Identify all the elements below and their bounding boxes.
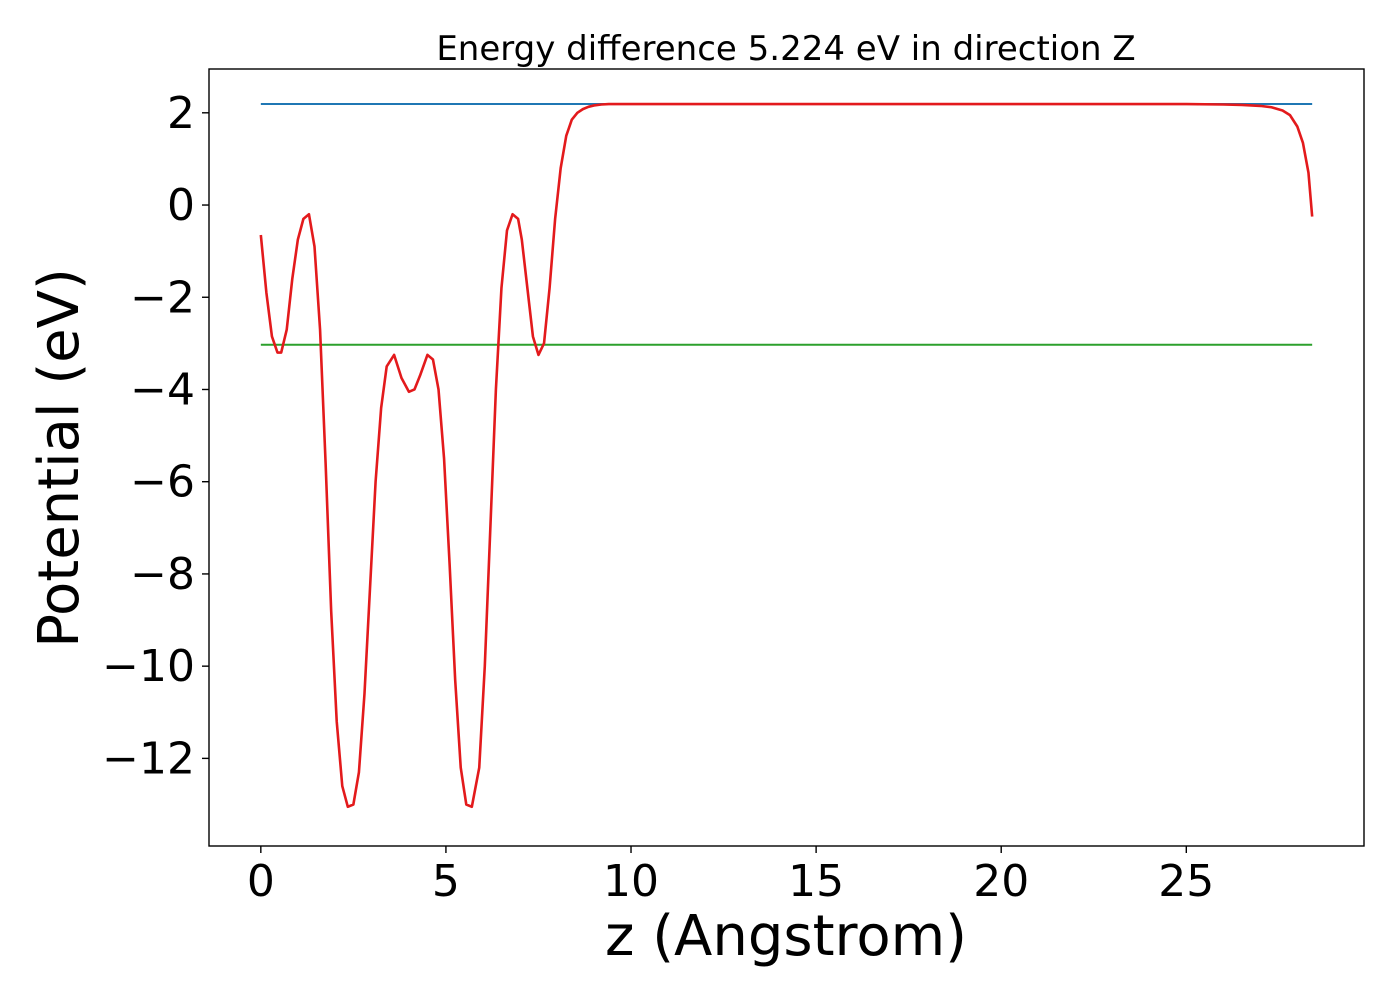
y-tick-label: −8 — [130, 549, 195, 600]
y-tick-label: −4 — [130, 364, 195, 415]
x-tick-label: 15 — [788, 856, 844, 907]
y-axis-ticks: 2 0 −2 −4 −6 −8 −10 −12 — [102, 88, 209, 784]
y-tick-label: 2 — [167, 88, 195, 139]
x-tick-label: 0 — [247, 856, 275, 907]
x-axis-label: z (Angstrom) — [605, 904, 967, 969]
y-tick-label: −12 — [102, 733, 195, 784]
x-tick-label: 10 — [603, 856, 659, 907]
y-tick-label: −6 — [130, 457, 195, 508]
potential-curve — [259, 102, 1314, 809]
y-tick-label: −2 — [130, 272, 195, 323]
plot-area — [208, 68, 1365, 847]
x-axis-ticks: 0 5 10 15 20 25 — [247, 846, 1214, 907]
y-axis-label: Potential (eV) — [27, 268, 92, 648]
x-tick-label: 25 — [1158, 856, 1214, 907]
x-tick-label: 5 — [432, 856, 460, 907]
chart-title: Energy difference 5.224 eV in direction … — [436, 29, 1135, 69]
y-tick-label: −10 — [102, 641, 195, 692]
x-tick-label: 20 — [973, 856, 1029, 907]
y-tick-label: 0 — [167, 180, 195, 231]
series-layer — [259, 102, 1314, 809]
